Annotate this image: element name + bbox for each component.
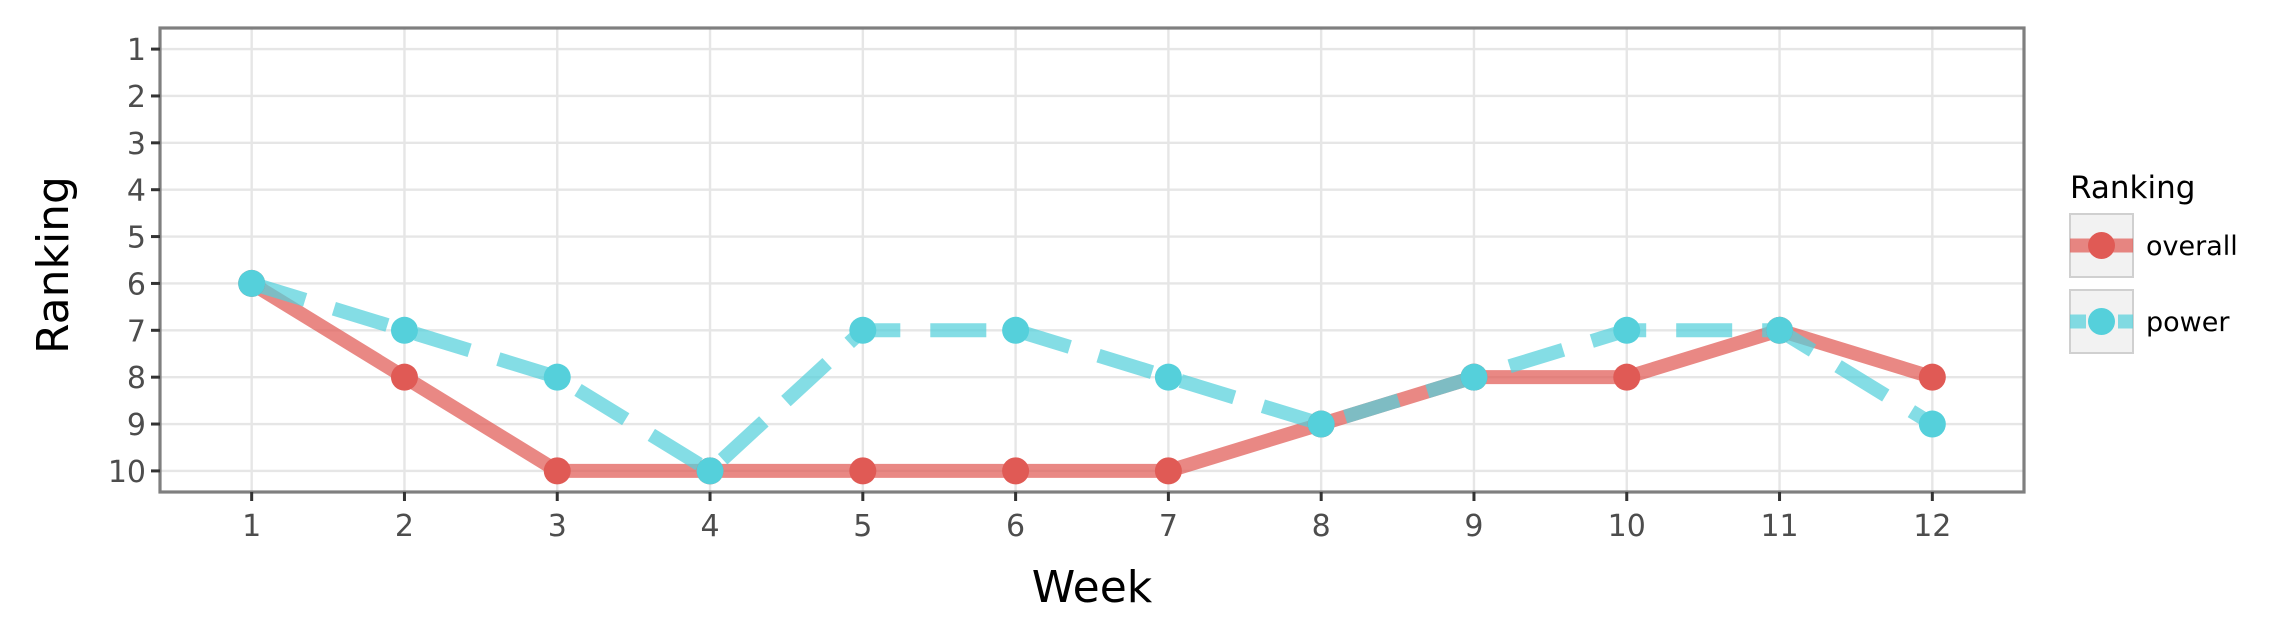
legend-label: power bbox=[2146, 307, 2230, 338]
y-axis-title: Ranking bbox=[28, 176, 79, 354]
data-point-power bbox=[1460, 363, 1488, 391]
series-lines bbox=[248, 276, 1936, 478]
x-tick-label: 5 bbox=[853, 509, 872, 544]
legend-title: Ranking bbox=[2070, 170, 2195, 206]
y-tick-label: 7 bbox=[127, 314, 146, 349]
data-point-overall bbox=[543, 457, 571, 485]
y-axis-ticks: 1 2 3 4 5 6 7 8 9 10 bbox=[108, 33, 160, 490]
panel-background bbox=[160, 28, 2024, 492]
legend: Ranking overall power bbox=[2069, 170, 2238, 354]
data-point-power bbox=[1002, 316, 1030, 344]
data-point-power bbox=[696, 457, 724, 485]
panel-border bbox=[158, 26, 2026, 494]
y-tick-label: 8 bbox=[127, 361, 146, 396]
x-tick-label: 12 bbox=[1913, 509, 1951, 544]
series-line-overall bbox=[248, 277, 1935, 478]
y-tick-label: 3 bbox=[127, 127, 146, 162]
x-axis-title: Week bbox=[1032, 562, 1153, 613]
y-tick-label: 10 bbox=[108, 455, 146, 490]
y-tick-label: 2 bbox=[127, 80, 146, 115]
data-point-power bbox=[1613, 316, 1641, 344]
x-tick-label: 2 bbox=[395, 509, 414, 544]
legend-key-point bbox=[2088, 308, 2115, 335]
x-tick-label: 7 bbox=[1159, 509, 1178, 544]
data-point-power bbox=[543, 363, 571, 391]
legend-key-point bbox=[2088, 232, 2115, 259]
data-point-overall bbox=[1918, 363, 1946, 391]
x-tick-label: 4 bbox=[700, 509, 719, 544]
data-point-overall bbox=[849, 457, 877, 485]
data-point-overall bbox=[1154, 457, 1182, 485]
y-tick-label: 1 bbox=[127, 33, 146, 68]
data-point-power bbox=[1154, 363, 1182, 391]
data-point-power bbox=[1307, 410, 1335, 438]
series-line-power bbox=[249, 276, 1936, 478]
x-tick-label: 6 bbox=[1006, 509, 1025, 544]
data-point-overall bbox=[1002, 457, 1030, 485]
x-tick-label: 3 bbox=[548, 509, 567, 544]
data-point-power bbox=[390, 316, 418, 344]
series-points bbox=[238, 269, 1946, 485]
data-point-power bbox=[1766, 316, 1794, 344]
x-tick-label: 10 bbox=[1608, 509, 1646, 544]
y-tick-label: 4 bbox=[127, 174, 146, 209]
x-tick-label: 9 bbox=[1464, 509, 1483, 544]
data-point-power bbox=[1918, 410, 1946, 438]
legend-item-power: power bbox=[2069, 289, 2230, 354]
data-point-overall bbox=[390, 363, 418, 391]
y-tick-label: 9 bbox=[127, 408, 146, 443]
x-tick-label: 1 bbox=[242, 509, 261, 544]
x-tick-label: 11 bbox=[1760, 509, 1798, 544]
y-tick-label: 5 bbox=[127, 221, 146, 256]
y-tick-label: 6 bbox=[127, 267, 146, 302]
grid-lines bbox=[160, 28, 2024, 492]
data-point-power bbox=[849, 316, 877, 344]
x-tick-label: 8 bbox=[1312, 509, 1331, 544]
legend-item-overall: overall bbox=[2069, 213, 2238, 278]
legend-items: overall power bbox=[2069, 213, 2238, 354]
data-point-overall bbox=[1613, 363, 1641, 391]
data-point-power bbox=[238, 269, 266, 297]
legend-label: overall bbox=[2146, 231, 2238, 262]
x-axis-ticks: 1 2 3 4 5 6 7 8 9 10 11 12 bbox=[242, 492, 1951, 544]
